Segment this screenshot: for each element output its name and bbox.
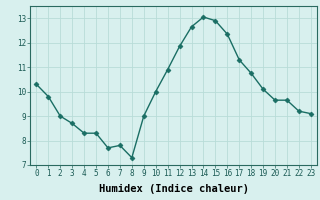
X-axis label: Humidex (Indice chaleur): Humidex (Indice chaleur) (99, 184, 249, 194)
